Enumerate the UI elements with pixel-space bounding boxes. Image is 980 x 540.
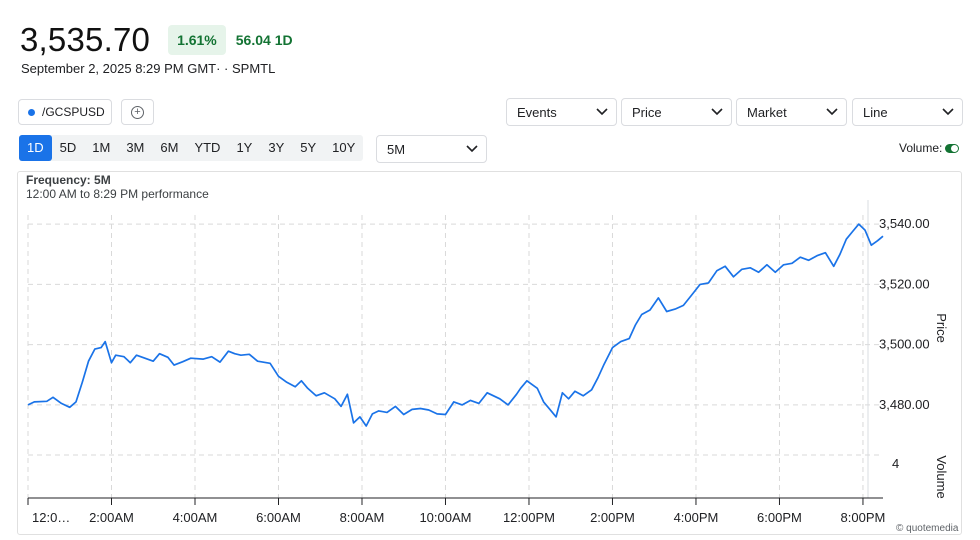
quote-timestamp: September 2, 2025 8:29 PM GMT· · SPMTL <box>21 61 276 76</box>
range-button-6m[interactable]: 6M <box>160 140 179 155</box>
market-dropdown-label: Market <box>747 104 787 120</box>
range-button-5y[interactable]: 5Y <box>300 140 317 155</box>
add-symbol-button[interactable]: + <box>121 99 154 125</box>
market-dropdown[interactable]: Market <box>736 98 847 126</box>
range-button-1m[interactable]: 1M <box>92 140 111 155</box>
price-dropdown-label: Price <box>632 104 662 120</box>
events-dropdown[interactable]: Events <box>506 98 617 126</box>
x-tick-label: 12:0… <box>32 510 70 525</box>
chart-performance-range: 12:00 AM to 8:29 PM performance <box>26 187 209 201</box>
x-tick-label: 4:00AM <box>173 510 218 525</box>
symbol-chip[interactable]: /GCSPUSD <box>18 99 112 125</box>
interval-dropdown-label: 5M <box>387 141 406 157</box>
volume-toggle[interactable]: Volume: <box>899 141 960 155</box>
interval-dropdown[interactable]: 5M <box>376 135 487 163</box>
change-percent-badge: 1.61% <box>168 25 226 55</box>
x-tick-label: 8:00AM <box>340 510 385 525</box>
range-button-1d[interactable]: 1D <box>19 135 52 161</box>
range-button-10y[interactable]: 10Y <box>332 140 356 155</box>
chart-frequency: Frequency: 5M <box>26 173 111 187</box>
range-button-ytd[interactable]: YTD <box>194 140 221 155</box>
chart-panel <box>17 171 962 535</box>
x-tick-label: 6:00AM <box>256 510 301 525</box>
quote-header: 3,535.70 1.61% 56.04 1D <box>20 20 293 60</box>
chevron-down-icon <box>596 108 608 116</box>
x-tick-label: 6:00PM <box>757 510 802 525</box>
y-tick-label: 3,480.00 <box>879 397 930 412</box>
change-value: 56.04 1D <box>235 32 293 48</box>
x-tick-label: 2:00PM <box>590 510 635 525</box>
price-series-line <box>27 223 884 427</box>
y-tick-label: 3,500.00 <box>879 337 930 352</box>
plus-circle-icon: + <box>131 105 144 119</box>
series-color-dot <box>28 108 35 116</box>
time-range-selector: 1D 5D 1M 3M 6M YTD 1Y 3Y 5Y 10Y <box>19 135 364 161</box>
x-tick-label: 8:00PM <box>841 510 886 525</box>
x-tick-label: 2:00AM <box>89 510 134 525</box>
y-tick-label: 3,540.00 <box>879 216 930 231</box>
range-button-3y[interactable]: 3Y <box>268 140 285 155</box>
current-price: 3,535.70 <box>20 21 151 58</box>
volume-axis-title: Volume <box>934 455 949 498</box>
range-button-3m[interactable]: 3M <box>126 140 145 155</box>
chart-type-dropdown[interactable]: Line <box>852 98 963 126</box>
symbol-label: /GCSPUSD <box>42 105 105 119</box>
chevron-down-icon <box>466 145 478 153</box>
events-dropdown-label: Events <box>517 104 557 120</box>
price-dropdown[interactable]: Price <box>621 98 732 126</box>
chevron-down-icon <box>942 108 954 116</box>
range-button-5d[interactable]: 5D <box>59 140 77 155</box>
copyright-notice: © quotemedia <box>896 523 959 534</box>
volume-switch[interactable] <box>945 143 960 153</box>
y-axis-title: Price <box>934 313 949 343</box>
volume-tick-label: 4 <box>892 456 899 471</box>
chart-type-dropdown-label: Line <box>863 104 888 120</box>
chevron-down-icon <box>711 108 723 116</box>
volume-toggle-label: Volume: <box>899 141 943 155</box>
x-tick-label: 12:00PM <box>503 510 555 525</box>
chevron-down-icon <box>826 108 838 116</box>
x-tick-label: 4:00PM <box>674 510 719 525</box>
y-tick-label: 3,520.00 <box>879 276 930 291</box>
x-tick-label: 10:00AM <box>419 510 471 525</box>
range-button-1y[interactable]: 1Y <box>236 140 253 155</box>
